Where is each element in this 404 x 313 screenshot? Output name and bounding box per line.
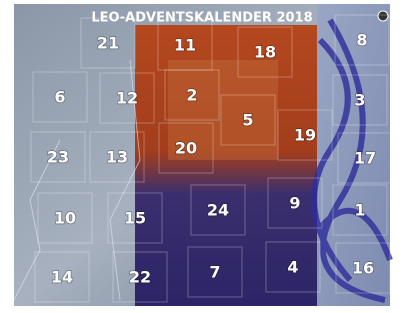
door-number[interactable]: 10: [54, 209, 76, 228]
door-number[interactable]: 14: [51, 268, 73, 287]
door-number[interactable]: 12: [116, 89, 138, 108]
door-number[interactable]: 21: [97, 34, 119, 53]
calendar: LEO-ADVENTSKALENDER 2018 211118861225193…: [0, 0, 404, 313]
door-number[interactable]: 11: [174, 36, 196, 55]
door-number[interactable]: 3: [354, 91, 365, 110]
door-number[interactable]: 5: [242, 111, 253, 130]
door-number[interactable]: 20: [175, 139, 197, 158]
door-number[interactable]: 6: [54, 88, 65, 107]
door-number[interactable]: 15: [124, 209, 146, 228]
door-number[interactable]: 16: [352, 259, 374, 278]
door-number[interactable]: 13: [106, 148, 128, 167]
door-number[interactable]: 8: [356, 31, 367, 50]
page: LEO-ADVENTSKALENDER 2018 211118861225193…: [0, 0, 404, 313]
door-number[interactable]: 23: [47, 148, 69, 167]
door-number[interactable]: 19: [294, 126, 316, 145]
door-number[interactable]: 4: [287, 258, 298, 277]
door-number[interactable]: 17: [354, 149, 376, 168]
door-number[interactable]: 2: [186, 86, 197, 105]
door-number[interactable]: 24: [207, 201, 229, 220]
door-number[interactable]: 22: [129, 268, 151, 287]
info-icon[interactable]: [378, 11, 388, 21]
door-number[interactable]: 18: [254, 43, 276, 62]
door-number[interactable]: 1: [354, 201, 365, 220]
door-number[interactable]: 7: [209, 263, 220, 282]
door-number[interactable]: 9: [289, 194, 300, 213]
